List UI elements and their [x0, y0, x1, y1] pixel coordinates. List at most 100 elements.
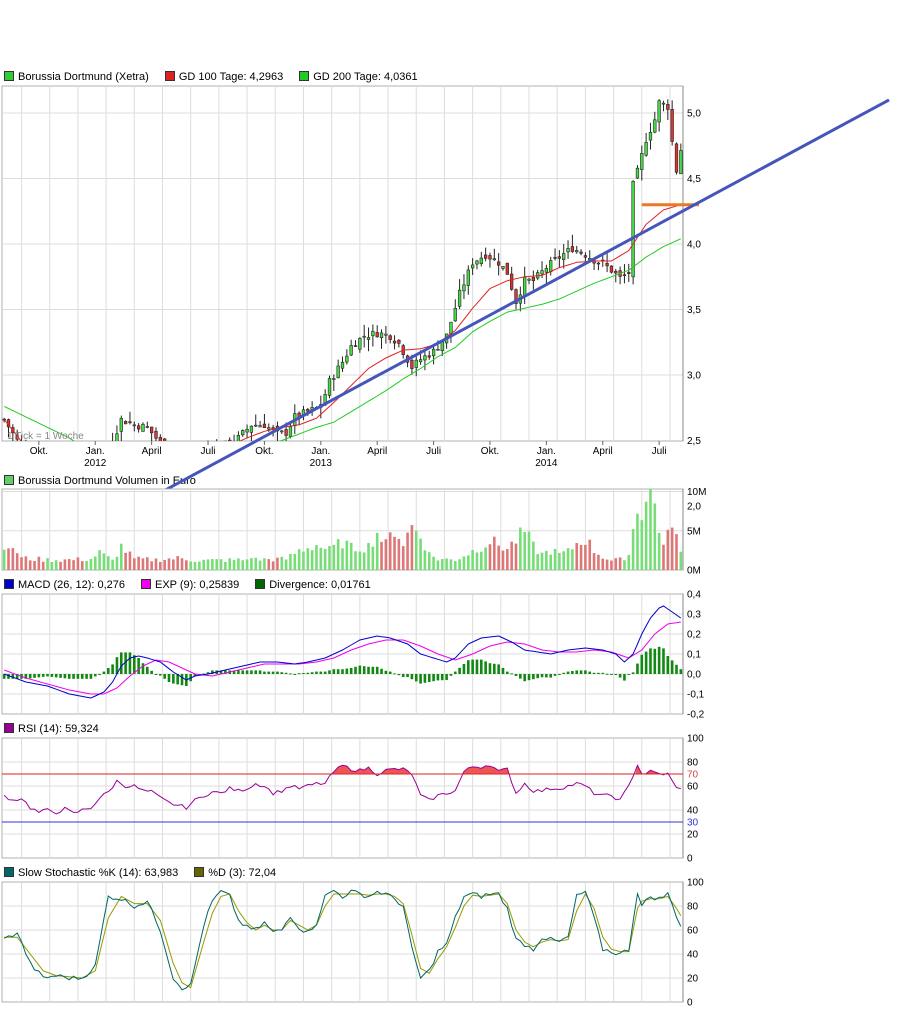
divergence-bar — [315, 671, 318, 674]
y-tick-label: 0,0 — [687, 670, 701, 681]
volume-bar — [440, 558, 444, 570]
volume-bar — [124, 552, 127, 570]
candle-body — [172, 459, 175, 463]
volume-bar — [384, 539, 388, 570]
panel-frame — [1, 85, 684, 442]
scale-note: 1 Tick = 1 Woche — [7, 431, 84, 442]
divergence-bar — [649, 648, 652, 674]
trend-line — [81, 98, 890, 537]
divergence-bar — [453, 671, 457, 674]
divergence-bar — [375, 666, 379, 674]
divergence-bar — [345, 668, 349, 674]
divergence-bar — [484, 661, 487, 674]
candle-body — [25, 451, 28, 461]
legend-swatch — [194, 867, 205, 877]
candle-body — [410, 359, 414, 369]
candle-body — [145, 426, 149, 428]
x-tick-label: Okt. — [255, 446, 273, 457]
stoch-legend: Slow Stochastic %K (14): 63,983 %D (3): 7… — [4, 866, 292, 880]
volume-bar — [80, 561, 84, 570]
volume-bar — [401, 546, 405, 570]
y-tick-label: 0M — [687, 566, 701, 577]
divergence-bar — [115, 657, 119, 674]
divergence-bar — [72, 674, 75, 679]
volume-bar — [579, 544, 583, 570]
divergence-bar — [202, 673, 205, 675]
volume-bar — [536, 554, 539, 570]
candle-body — [562, 253, 566, 260]
x-tick-label: Jan. — [86, 446, 105, 457]
divergence-bar — [601, 672, 605, 674]
candle-body — [627, 272, 631, 274]
y-tick-label: 30 — [687, 818, 699, 829]
divergence-bar — [102, 671, 106, 674]
macd-panel: -0,2 -0,1 0,0 0,1 0,2 0,3 0,4 — [1, 590, 705, 721]
volume-bar — [146, 557, 149, 570]
x-tick-label: Juli — [201, 446, 216, 457]
divergence-bar — [480, 659, 483, 674]
candle-body — [440, 341, 444, 352]
divergence-bar — [471, 659, 474, 674]
volume-bar — [336, 539, 340, 570]
y-tick-label: 60 — [687, 782, 699, 793]
divergence-bar — [132, 655, 136, 674]
candle-body — [423, 355, 427, 361]
divergence-bar — [675, 664, 678, 674]
candle-body — [418, 359, 423, 363]
divergence-bar — [224, 670, 227, 674]
legend-item: Borussia Dortmund (Xetra) — [4, 70, 149, 84]
candle-body — [483, 254, 488, 259]
divergence-bar — [85, 674, 88, 679]
volume-bar — [206, 559, 210, 570]
legend-label: RSI (14): 59,324 — [18, 723, 99, 735]
volume-bar — [375, 532, 379, 570]
volume-bar — [419, 538, 422, 570]
divergence-bar — [631, 672, 635, 674]
candle-body — [375, 332, 379, 338]
volume-bar — [263, 558, 266, 570]
volume-bar — [597, 554, 600, 570]
volume-bar — [180, 558, 184, 570]
divergence-bar — [475, 659, 479, 674]
divergence-bar — [154, 674, 158, 675]
candle-body — [648, 132, 653, 141]
candle-body — [119, 417, 123, 432]
y-tick-label: -0,1 — [687, 690, 705, 701]
volume-bar — [380, 541, 383, 570]
stoch-d-line — [4, 892, 682, 989]
x-year-label: 2014 — [535, 458, 558, 469]
divergence-bar — [119, 652, 123, 674]
divergence-bar — [488, 663, 492, 674]
candle-body — [288, 426, 293, 437]
candle-body — [163, 438, 167, 441]
volume-bar — [258, 560, 262, 570]
volume-bar — [11, 548, 15, 570]
volume-bar — [471, 550, 474, 570]
volume-bar — [167, 558, 171, 570]
legend-swatch — [4, 867, 14, 877]
volume-bar — [510, 541, 513, 570]
legend-item: GD 200 Tage: 4,0361 — [299, 70, 418, 84]
candle-body — [653, 119, 657, 133]
candle-body — [622, 274, 627, 277]
volume-bar — [85, 560, 88, 570]
candle-body — [596, 262, 601, 265]
candle-body — [523, 276, 527, 297]
candle-body — [267, 427, 271, 430]
divergence-bar — [180, 674, 184, 686]
candle-body — [306, 409, 310, 412]
candle-body — [640, 153, 644, 170]
candle-body — [527, 278, 531, 281]
volume-bar — [332, 544, 336, 570]
volume-bar — [319, 547, 323, 570]
divergence-bar — [545, 674, 548, 678]
candle-body — [501, 266, 505, 269]
candle-body — [644, 142, 648, 156]
candle-body — [194, 466, 197, 471]
candle-body — [220, 447, 223, 449]
rsi-legend: RSI (14): 59,324 — [4, 722, 115, 736]
candle-body — [514, 289, 518, 304]
divergence-bar — [623, 674, 626, 681]
volume-bar — [406, 532, 409, 570]
volume-bar — [137, 556, 140, 570]
